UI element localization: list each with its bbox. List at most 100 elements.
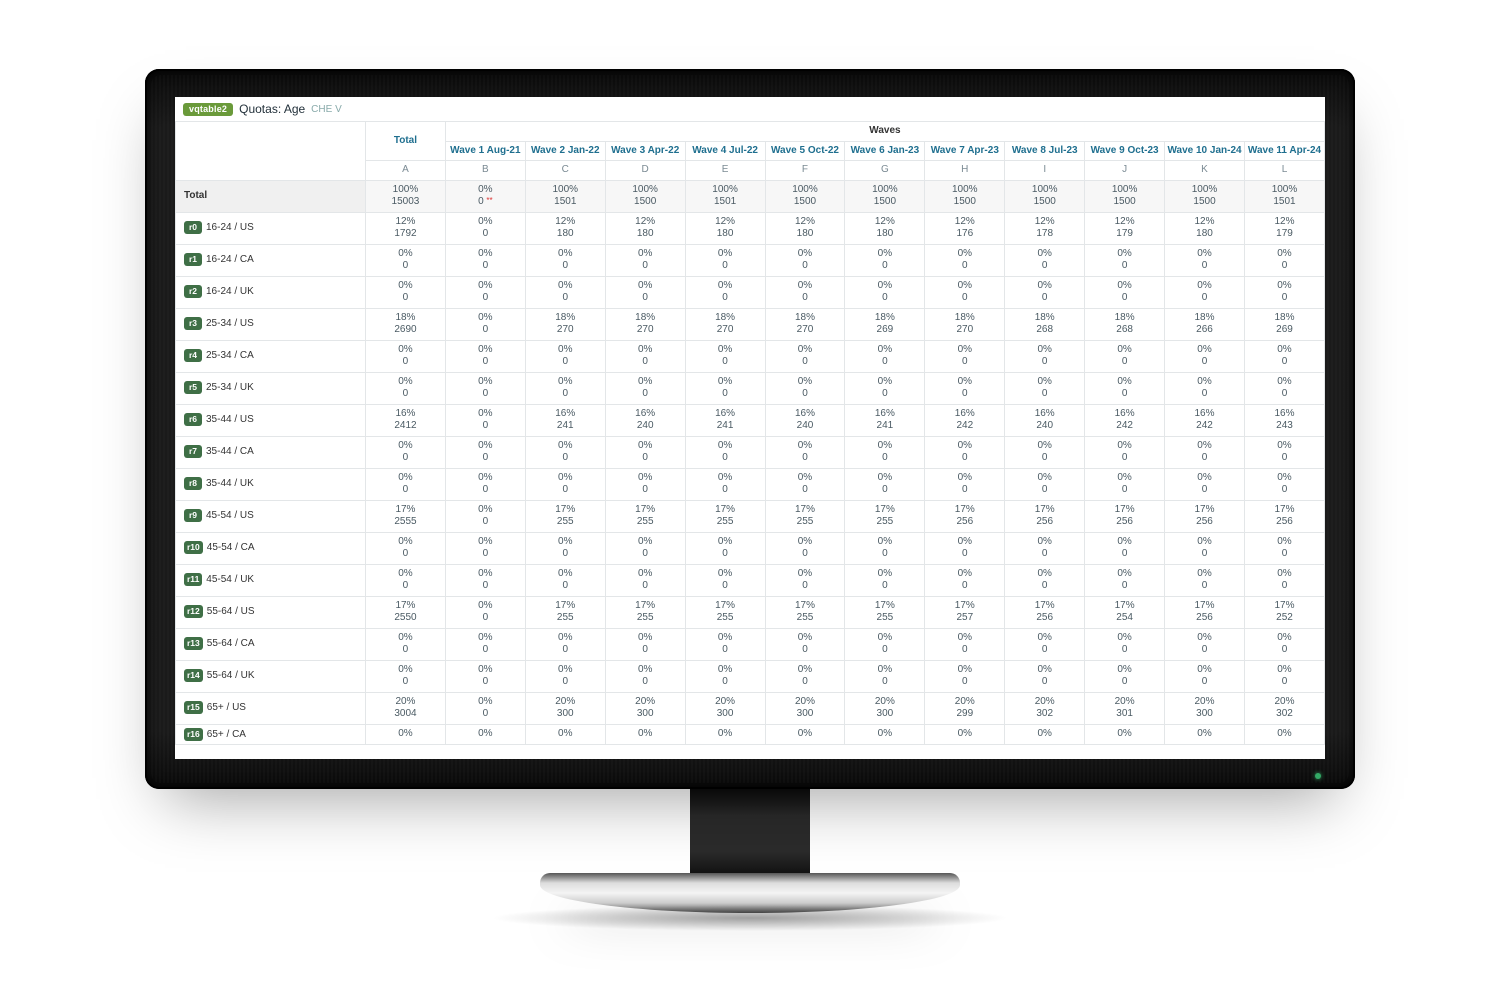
data-cell: 0% [525, 724, 605, 745]
data-cell: 16%242 [925, 404, 1005, 436]
data-cell: 16%241 [525, 404, 605, 436]
data-cell: 0%0 [366, 532, 446, 564]
col-w6-label[interactable]: Wave 6 Jan-23 [845, 141, 925, 161]
data-cell: 0%0 [605, 436, 685, 468]
data-cell: 0%0 [525, 564, 605, 596]
data-cell: 0%0 [1085, 628, 1165, 660]
data-cell: 0%0 [1165, 468, 1245, 500]
data-cell: 0%0 [1005, 628, 1085, 660]
data-cell: 16%240 [765, 404, 845, 436]
data-cell: 0%0 [845, 244, 925, 276]
data-cell: 0%0 [1165, 276, 1245, 308]
row-label[interactable]: r1145-54 / UK [176, 564, 366, 596]
data-cell: 0%0 [925, 244, 1005, 276]
row-label[interactable]: r1355-64 / CA [176, 628, 366, 660]
data-cell: 0%0 [445, 564, 525, 596]
data-cell: 0%0 [765, 628, 845, 660]
row-total-label: Total [176, 180, 366, 212]
row-label[interactable]: r016-24 / US [176, 212, 366, 244]
data-cell: 0%0 [925, 628, 1005, 660]
col-w4-label[interactable]: Wave 4 Jul-22 [685, 141, 765, 161]
row-label[interactable]: r325-34 / US [176, 308, 366, 340]
data-cell: 0%0 [1005, 372, 1085, 404]
col-w5-label[interactable]: Wave 5 Oct-22 [765, 141, 845, 161]
col-w8-letter: I [1005, 161, 1085, 181]
row-label[interactable]: r1455-64 / UK [176, 660, 366, 692]
data-cell: 0%0 [765, 660, 845, 692]
row-label[interactable]: r116-24 / CA [176, 244, 366, 276]
data-cell: 0%0 [1244, 436, 1324, 468]
data-cell: 0%0 ** [445, 180, 525, 212]
report-title: Quotas: Age [239, 102, 305, 116]
row-label[interactable]: r635-44 / US [176, 404, 366, 436]
data-cell: 17%255 [765, 500, 845, 532]
col-w11-letter: L [1244, 161, 1324, 181]
data-cell: 16%243 [1244, 404, 1324, 436]
data-cell: 0%0 [1165, 244, 1245, 276]
row-label[interactable]: r1565+ / US [176, 692, 366, 724]
col-w10-letter: K [1165, 161, 1245, 181]
data-cell: 0%0 [925, 436, 1005, 468]
data-cell: 0%0 [1165, 340, 1245, 372]
power-led-icon [1315, 773, 1321, 779]
data-cell: 0%0 [925, 372, 1005, 404]
row-label[interactable]: r1665+ / CA [176, 724, 366, 745]
row-badge: r11 [184, 573, 202, 586]
data-cell: 16%242 [1085, 404, 1165, 436]
row-badge: r10 [184, 541, 203, 554]
data-cell: 0%0 [525, 532, 605, 564]
data-cell: 0%0 [925, 532, 1005, 564]
data-cell: 17%255 [845, 500, 925, 532]
row-label[interactable]: r525-34 / UK [176, 372, 366, 404]
col-w7-letter: H [925, 161, 1005, 181]
row-label[interactable]: r216-24 / UK [176, 276, 366, 308]
data-cell: 0%0 [605, 660, 685, 692]
data-cell: 17%255 [605, 500, 685, 532]
col-total-label[interactable]: Total [366, 122, 446, 161]
row-label[interactable]: r1045-54 / CA [176, 532, 366, 564]
data-cell: 0%0 [925, 276, 1005, 308]
data-cell: 20%299 [925, 692, 1005, 724]
data-cell: 0%0 [605, 276, 685, 308]
monitor-stand-neck [690, 789, 810, 879]
data-cell: 100%1501 [1244, 180, 1324, 212]
monitor-frame: vqtable2 Quotas: Age CHE V TotalWavesWav… [145, 69, 1355, 931]
row-label[interactable]: r425-34 / CA [176, 340, 366, 372]
data-cell: 0%0 [1005, 436, 1085, 468]
row-label[interactable]: r735-44 / CA [176, 436, 366, 468]
row-badge: r4 [184, 349, 202, 362]
row-label[interactable]: r835-44 / UK [176, 468, 366, 500]
col-w7-label[interactable]: Wave 7 Apr-23 [925, 141, 1005, 161]
data-cell: 12%180 [845, 212, 925, 244]
data-cell: 0%0 [685, 564, 765, 596]
data-cell: 0%0 [925, 564, 1005, 596]
col-w2-label[interactable]: Wave 2 Jan-22 [525, 141, 605, 161]
row-badge: r15 [184, 701, 203, 714]
data-cell: 0%0 [366, 564, 446, 596]
col-w10-label[interactable]: Wave 10 Jan-24 [1165, 141, 1245, 161]
col-w3-label[interactable]: Wave 3 Apr-22 [605, 141, 685, 161]
col-w1-label[interactable]: Wave 1 Aug-21 [445, 141, 525, 161]
data-cell: 0%0 [445, 532, 525, 564]
col-w1-letter: B [445, 161, 525, 181]
col-w6-letter: G [845, 161, 925, 181]
data-cell: 0%0 [765, 564, 845, 596]
row-badge: r3 [184, 317, 202, 330]
data-cell: 0%0 [525, 276, 605, 308]
data-cell: 0% [765, 724, 845, 745]
col-w9-label[interactable]: Wave 9 Oct-23 [1085, 141, 1165, 161]
data-cell: 0% [1085, 724, 1165, 745]
row-badge: r7 [184, 445, 202, 458]
data-cell: 17%257 [925, 596, 1005, 628]
row-label[interactable]: r945-54 / US [176, 500, 366, 532]
col-w4-letter: E [685, 161, 765, 181]
data-cell: 100%1501 [685, 180, 765, 212]
data-cell: 18%270 [925, 308, 1005, 340]
data-cell: 0% [445, 724, 525, 745]
data-cell: 0%0 [1005, 532, 1085, 564]
col-w8-label[interactable]: Wave 8 Jul-23 [1005, 141, 1085, 161]
row-label[interactable]: r1255-64 / US [176, 596, 366, 628]
col-w11-label[interactable]: Wave 11 Apr-24 [1244, 141, 1324, 161]
data-cell: 0%0 [685, 276, 765, 308]
data-cell: 0%0 [685, 468, 765, 500]
